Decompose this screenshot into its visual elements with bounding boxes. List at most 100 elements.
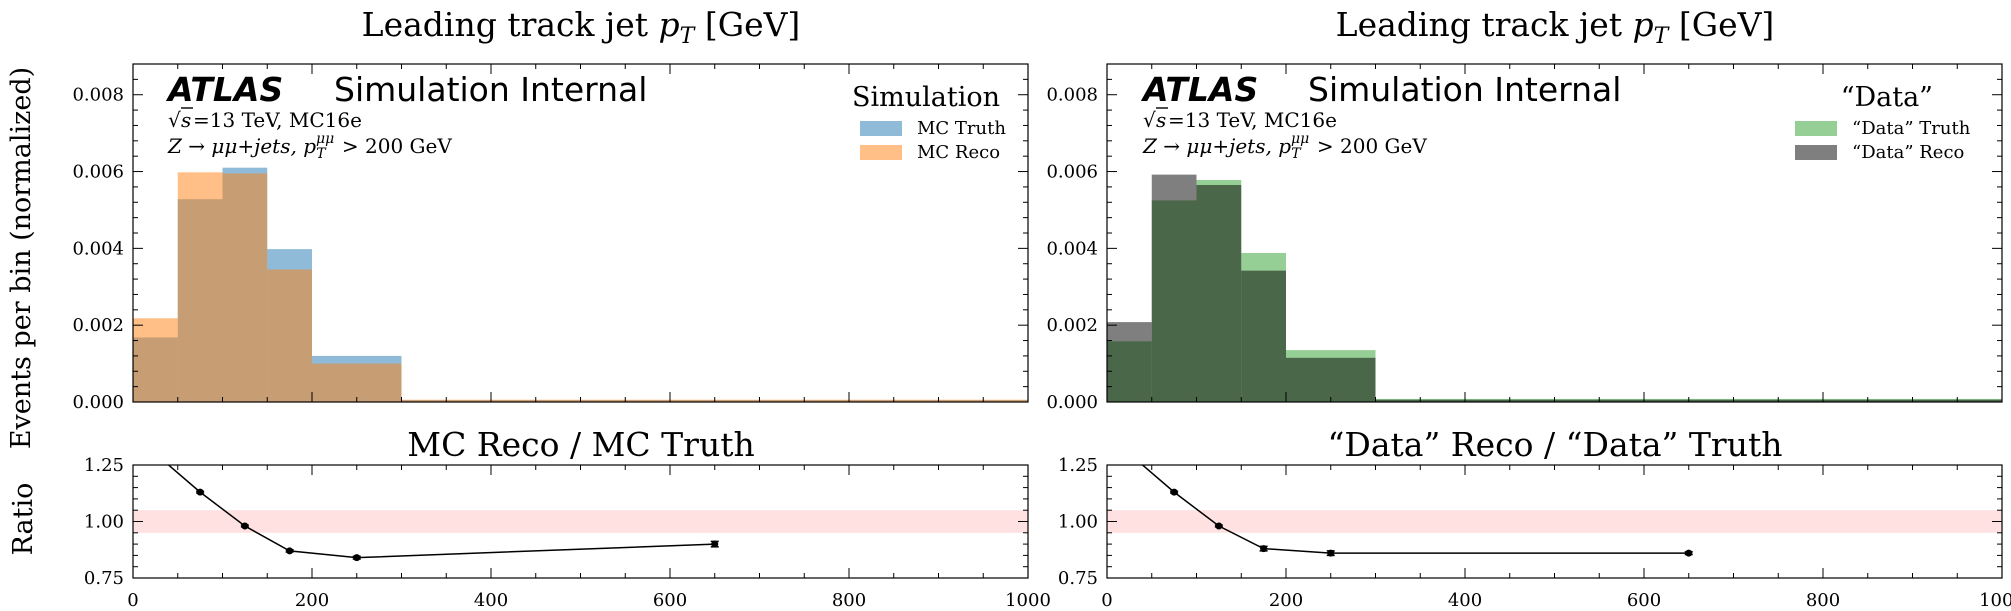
left-ratio-point-4 [353, 554, 361, 562]
right-process-var: p [1278, 134, 1291, 158]
right-ratio-line [1141, 465, 1689, 554]
right-xtick-label-2: 400 [1448, 590, 1482, 611]
left-ratio-ytick-label-1: 1.00 [84, 512, 124, 533]
left-hist-reco-bar-3 [267, 269, 312, 402]
left-ratio-ytick-label-2: 1.25 [84, 455, 124, 476]
right-ratio-point-3 [1260, 545, 1268, 553]
right-main-panel: Leading track jet pT [GeV] ATLAS Simulat… [1046, 5, 2003, 413]
left-ratio-point-1 [196, 488, 204, 496]
right-main-ytick-label-0: 0.000 [1046, 392, 1098, 413]
left-legend-label-0: MC Truth [917, 118, 1006, 139]
right-main-title-var: p [1633, 5, 1654, 44]
left-xtick-label-3: 600 [653, 590, 687, 611]
right-ratio-panel: “Data” Reco / “Data” Truth 0 200 400 600 800… [1058, 425, 2011, 611]
right-hist-reco-bar-1 [1151, 174, 1197, 402]
right-legend-label-1: “Data” Reco [1852, 142, 1964, 163]
left-xtick-label-5: 1000 [1005, 590, 1051, 611]
right-legend-swatch-0 [1795, 121, 1837, 136]
left-xtick-label-0: 0 [127, 590, 138, 611]
right-main-title: Leading track jet pT [GeV] [1336, 5, 1775, 49]
left-main-ytick-label-0: 0.000 [72, 392, 124, 413]
left-hist-reco-bar-4 [312, 363, 402, 402]
left-main-title-text: Leading track jet [362, 5, 659, 44]
left-hist-reco-bar-0 [133, 318, 178, 402]
right-process-sub: T [1291, 146, 1302, 162]
right-ratio-series [1126, 450, 1693, 557]
left-ratio-title: MC Reco / MC Truth [407, 425, 754, 464]
right-main-title-unit: [GeV] [1668, 5, 1774, 44]
right-legend-label-0: “Data” Truth [1852, 118, 1971, 139]
right-xtick-label-3: 600 [1627, 590, 1661, 611]
left-ratio-point-3 [286, 547, 294, 555]
left-process-label: Z → μμ+jets, pμμ T > 200 GeV [167, 131, 452, 162]
right-ratio-title: “Data” Reco / “Data” Truth [1328, 425, 1783, 464]
left-ratio-series [152, 450, 719, 562]
right-ratio-ytick-label-1: 1.00 [1058, 512, 1098, 533]
right-atlas-brand: ATLAS [1140, 70, 1258, 109]
right-ratio-ytick-label-0: 0.75 [1058, 568, 1098, 589]
left-energy-text: =13 TeV, MC16e [193, 108, 362, 132]
right-ratio-point-0 [1126, 450, 1133, 457]
right-xtick-label-0: 0 [1101, 590, 1112, 611]
left-process-prefix: Z → μμ+jets, [167, 134, 303, 158]
left-main-title-unit: [GeV] [694, 5, 800, 44]
left-ratio-panel: MC Reco / MC Truth Ratio 0 200 400 600 800 10… [8, 425, 1051, 611]
right-ratio-point-4 [1327, 549, 1335, 557]
left-ratio-point-5 [711, 540, 719, 548]
left-ratio-band [133, 510, 1028, 533]
right-xtick-label-1: 200 [1269, 590, 1303, 611]
left-process-sup: μμ [316, 131, 334, 147]
right-energy-text: =13 TeV, MC16e [1168, 108, 1337, 132]
left-ratio-y-label: Ratio [8, 483, 39, 556]
left-process-var: p [303, 134, 316, 158]
left-legend-title: Simulation [852, 82, 1000, 113]
right-hist-reco-bar-2 [1196, 184, 1242, 402]
right-process-label: Z → μμ+jets, pμμ T > 200 GeV [1142, 131, 1427, 162]
left-xtick-label-2: 400 [474, 590, 508, 611]
left-main-ytick-label-1: 0.002 [72, 315, 124, 336]
right-ratio-band [1107, 510, 2002, 533]
left-sqrt-sign: √ [168, 108, 181, 132]
left-main-title-sub: T [680, 24, 697, 49]
left-main-ytick-label-2: 0.004 [72, 238, 124, 259]
right-energy-label: √ s =13 TeV, MC16e [1143, 107, 1337, 132]
right-process-sup: μμ [1291, 131, 1309, 147]
left-legend-swatch-0 [860, 121, 902, 136]
right-legend-swatch-1 [1795, 145, 1837, 160]
right-hist-reco-bar-4 [1286, 357, 1376, 402]
right-ratio-ytick-label-2: 1.25 [1058, 455, 1098, 476]
left-hist-reco-bar-1 [177, 172, 223, 402]
right-process-suffix: > 200 GeV [1311, 134, 1428, 158]
left-main-title-var: p [659, 5, 680, 44]
right-hist-reco-bar-3 [1241, 270, 1286, 402]
left-ratio-ytick-label-0: 0.75 [84, 568, 124, 589]
right-sqrt-s: s [1156, 108, 1166, 132]
right-process-prefix: Z → μμ+jets, [1142, 134, 1278, 158]
left-legend-label-1: MC Reco [917, 142, 1000, 163]
left-sqrt-s: s [181, 108, 191, 132]
left-ratio-point-0 [152, 450, 159, 457]
right-atlas-label: Simulation Internal [1308, 70, 1621, 109]
left-ratio-point-2 [241, 522, 249, 530]
right-hist-reco-bar-0 [1107, 322, 1152, 402]
left-main-title: Leading track jet pT [GeV] [362, 5, 801, 49]
right-xtick-label-4: 800 [1806, 590, 1840, 611]
left-atlas-label: Simulation Internal [334, 70, 647, 109]
right-legend-title: “Data” [1841, 82, 1933, 113]
left-process-suffix: > 200 GeV [336, 134, 453, 158]
right-main-title-sub: T [1654, 24, 1671, 49]
left-ratio-line [167, 465, 715, 559]
right-main-ytick-label-1: 0.002 [1046, 315, 1098, 336]
left-legend-swatch-1 [860, 145, 902, 160]
left-main-ytick-label-4: 0.008 [72, 85, 124, 106]
right-sqrt-sign: √ [1143, 108, 1156, 132]
left-main-panel: Leading track jet pT [GeV] Events per bi… [6, 5, 1029, 449]
left-main-ytick-label-3: 0.006 [72, 162, 124, 183]
right-ratio-point-5 [1685, 549, 1693, 557]
right-main-title-text: Leading track jet [1336, 5, 1633, 44]
left-xtick-label-4: 800 [832, 590, 866, 611]
right-main-ytick-label-4: 0.008 [1046, 85, 1098, 106]
right-ratio-point-1 [1170, 488, 1178, 496]
right-ratio-point-2 [1215, 522, 1223, 530]
